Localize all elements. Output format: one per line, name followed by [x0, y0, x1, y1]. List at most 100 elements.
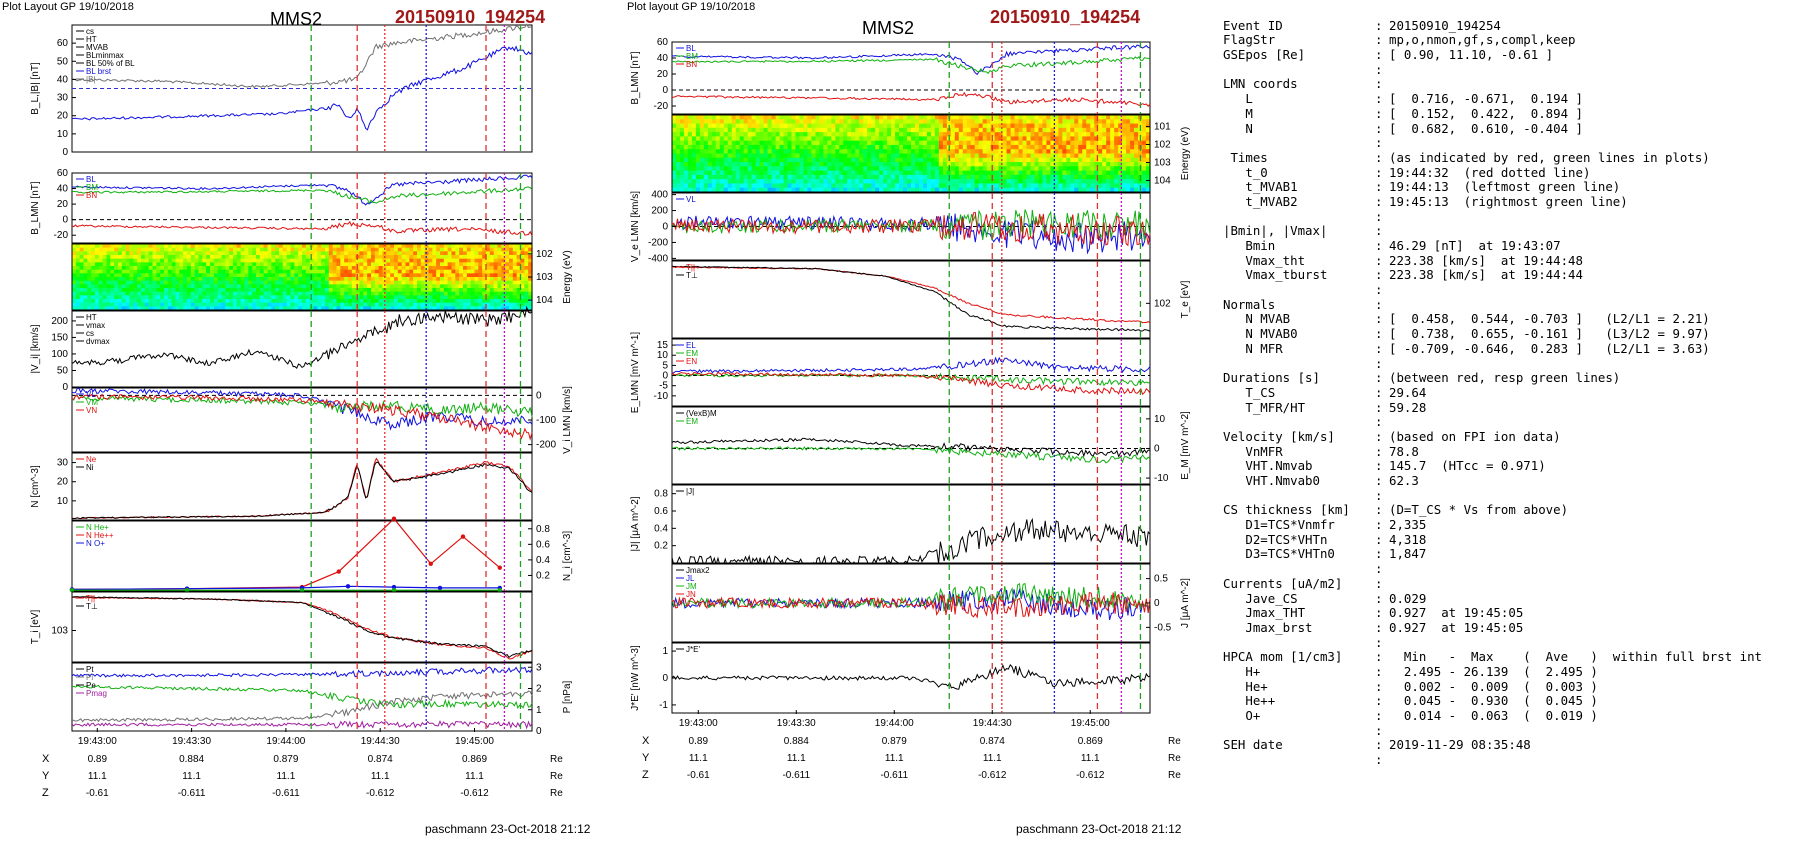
spectrogram-cell — [294, 247, 299, 252]
spectrogram-cell — [871, 166, 876, 172]
spectrogram-cell — [695, 127, 701, 133]
spectrogram-cell — [309, 269, 315, 274]
y-tick-label: 103 — [536, 272, 553, 283]
spectrogram-cell — [236, 277, 242, 282]
spectrogram-cell — [1106, 183, 1111, 189]
spectrogram-cell — [252, 291, 257, 296]
spectrogram-cell — [401, 251, 407, 256]
spectrogram-cell — [747, 119, 753, 125]
spectrogram-cell — [198, 262, 203, 267]
spectrogram-cell — [183, 280, 188, 285]
spectrogram-cell — [695, 119, 701, 125]
spectrogram-cell — [394, 284, 399, 289]
spectrogram-cell — [1106, 153, 1111, 159]
spectrogram-cell — [409, 291, 414, 296]
spectrogram-cell — [397, 288, 403, 293]
spectrogram-cell — [1058, 149, 1063, 155]
spectrogram-cell — [486, 258, 491, 263]
data-point — [460, 534, 466, 539]
spectrogram-cell — [98, 255, 104, 260]
spectrogram-cell — [946, 132, 952, 137]
spectrogram-cell — [336, 280, 341, 285]
spectrogram-cell — [374, 255, 380, 260]
summary-key: Durations [s] — [1223, 371, 1320, 386]
spectrogram-cell — [763, 179, 769, 185]
spectrogram-cell — [751, 174, 757, 180]
spectrogram-cell — [413, 258, 418, 263]
spectrogram-cell — [994, 179, 1000, 185]
spectrogram-cell — [799, 123, 805, 129]
spectrogram-cell — [378, 255, 384, 260]
spectrogram-cell — [229, 266, 234, 271]
spectrogram-cell — [703, 119, 709, 125]
spectrogram-cell — [675, 132, 681, 137]
spectrogram-cell — [75, 262, 81, 267]
spectrogram-cell — [1134, 162, 1139, 167]
spectrogram-cell — [879, 144, 884, 150]
summary-value: 19:44:13 (leftmost green line) — [1389, 179, 1621, 195]
spectrogram-cell — [164, 273, 169, 278]
summary-value — [1389, 298, 1798, 313]
spectrogram-cell — [183, 277, 188, 282]
spectrogram-cell — [962, 127, 968, 133]
spectrogram-cell — [1114, 149, 1119, 155]
spectrogram-cell — [1026, 170, 1032, 176]
spectrogram-cell — [1010, 136, 1016, 142]
spectrogram-cell — [432, 288, 437, 293]
spectrogram-cell — [1126, 127, 1131, 133]
spectrogram-cell — [102, 244, 108, 249]
spectrogram-cell — [106, 255, 111, 260]
spectrogram-cell — [1042, 166, 1048, 172]
spectrogram-cell — [252, 277, 257, 282]
spectrogram-cell — [1086, 187, 1091, 193]
spectrogram-cell — [397, 251, 403, 256]
y-tick-label: 1 — [536, 705, 542, 716]
spectrogram-cell — [164, 251, 169, 256]
spectrogram-cell — [486, 302, 491, 307]
spectrogram-cell — [110, 266, 115, 271]
spectrogram-cell — [891, 170, 896, 176]
spectrogram-cell — [942, 136, 948, 142]
spectrogram-cell — [926, 140, 932, 146]
spectrogram-cell — [934, 132, 940, 137]
spectrogram-cell — [336, 262, 341, 267]
spectrogram-cell — [114, 295, 119, 300]
spectrogram-cell — [102, 273, 108, 278]
legend-label: BL brst — [86, 67, 112, 76]
spectrogram-cell — [436, 258, 441, 263]
spectrogram-cell — [213, 299, 219, 304]
spectrogram-cell — [459, 273, 464, 278]
spectrogram-cell — [367, 277, 372, 282]
spectrogram-cell — [440, 262, 445, 267]
spectrogram-cell — [672, 187, 677, 193]
spectrogram-cell — [259, 266, 265, 271]
spectrogram-cell — [679, 162, 685, 167]
spectrogram-cell — [735, 119, 741, 125]
spectrogram-cell — [715, 183, 721, 189]
spectrogram-cell — [891, 127, 896, 133]
spectrogram-cell — [466, 244, 472, 249]
spectrogram-cell — [141, 269, 146, 274]
spectrogram-cell — [436, 251, 441, 256]
spectrogram-cell — [267, 266, 272, 271]
spectrogram-cell — [114, 277, 119, 282]
spectrogram-cell — [424, 295, 430, 300]
spectrogram-cell — [715, 179, 721, 185]
legend-label: N He+ — [86, 523, 109, 532]
spectrogram-cell — [359, 269, 364, 274]
spectrogram-cell — [966, 127, 972, 133]
spectrogram-cell — [409, 295, 414, 300]
spectrogram-cell — [267, 291, 272, 296]
spectrogram-cell — [202, 291, 207, 296]
spectrogram-cell — [767, 153, 773, 159]
spectrogram-cell — [823, 140, 828, 146]
spectrogram-cell — [137, 266, 142, 271]
spectrogram-cell — [359, 266, 364, 271]
spectrogram-cell — [328, 302, 334, 307]
spectrogram-cell — [787, 115, 793, 120]
spectrogram-cell — [187, 295, 192, 300]
spectrogram-cell — [302, 266, 307, 271]
spectrogram-cell — [799, 187, 805, 193]
spectrogram-cell — [1118, 119, 1123, 125]
